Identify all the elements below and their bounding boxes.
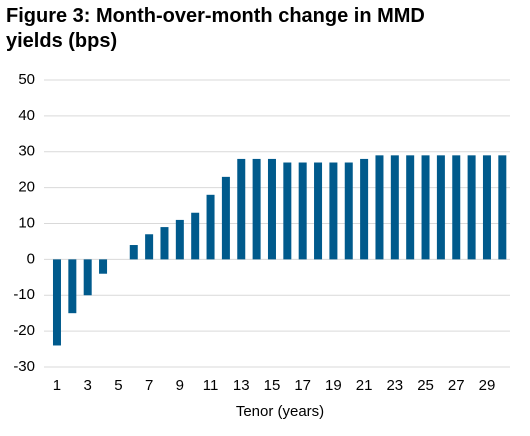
bar [145,234,154,260]
x-tick-label: 11 [203,377,219,394]
bar [390,155,399,260]
bar [68,259,77,314]
x-tick-label: 13 [233,377,250,394]
x-tick-label: 27 [448,377,465,394]
bar [298,162,307,260]
bar [267,158,276,260]
x-tick-label: 3 [84,377,92,394]
x-tick-label: 19 [325,377,342,394]
bar [360,158,369,260]
bar [467,155,476,260]
x-tick-label: 17 [294,377,311,394]
bar [160,227,169,260]
y-tick-label: -30 [13,358,35,375]
chart-title: Figure 3: Month-over-month change in MMD… [6,5,425,52]
bar [344,162,353,260]
bar [206,194,215,260]
y-tick-label: 0 [27,250,35,267]
y-tick-label: -10 [13,286,35,303]
bar [421,155,430,260]
bar [406,155,415,260]
x-tick-label: 7 [145,377,153,394]
x-tick-label: 23 [386,377,403,394]
bar [221,176,230,260]
y-tick-label: 10 [18,214,35,231]
bar [314,162,323,260]
bar [252,158,261,260]
bar [83,259,92,296]
bar [482,155,491,260]
bar [329,162,338,260]
y-tick-label: 20 [18,179,35,196]
x-tick-label: 1 [53,377,61,394]
x-tick-label: 21 [356,377,373,394]
bar [283,162,292,260]
bar [436,155,445,260]
bar [99,259,108,274]
y-tick-label: 30 [18,143,35,160]
x-tick-label: 9 [176,377,184,394]
bar [52,259,61,346]
bar [237,158,246,260]
y-tick-label: 40 [18,107,35,124]
bar [498,155,507,260]
x-tick-label: 15 [264,377,281,394]
bar [129,245,138,260]
bar [175,219,184,260]
x-tick-label: 25 [417,377,434,394]
bar [452,155,461,260]
bar [191,212,200,260]
y-tick-label: -20 [13,322,35,339]
x-tick-label: 29 [479,377,496,394]
x-tick-label: 5 [114,377,122,394]
x-axis-title: Tenor (years) [236,403,324,420]
bar [375,155,384,260]
y-tick-label: 50 [18,71,35,88]
